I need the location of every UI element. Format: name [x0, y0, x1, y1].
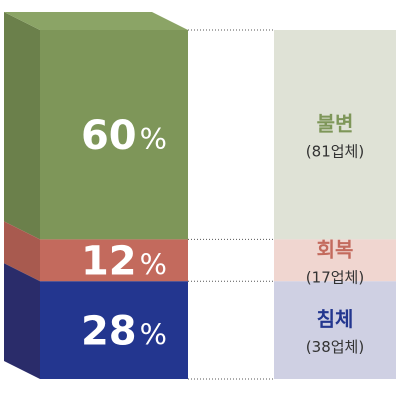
- segment-1-top-face: [4, 12, 188, 30]
- segment-1-side-face: [4, 12, 40, 240]
- segment-3-name-label: 침체: [317, 307, 354, 331]
- segment-3-side-face: [4, 263, 40, 379]
- legend-panels: [274, 30, 396, 379]
- segment-1-panel: [274, 30, 396, 240]
- connector-lines: [188, 29, 274, 380]
- segment-3-value-label: 28%: [81, 309, 167, 355]
- segment-1-bar: [40, 30, 188, 240]
- panel-labels: 불변 (81업체) 회복 (17업체) 침체 (38업체): [306, 112, 364, 356]
- segment-1-name-label: 불변: [317, 112, 354, 136]
- value-labels: 60 % 12 % 28%: [81, 113, 167, 354]
- segment-1-note-label: (81업체): [306, 143, 364, 161]
- segment-2-panel: [274, 239, 396, 282]
- segment-2-value-label: 12%: [81, 239, 167, 285]
- segment-2-side-face: [4, 221, 40, 282]
- segment-3-bar: [40, 281, 188, 379]
- stacked-column: [4, 12, 188, 379]
- segment-1-value-label: 60%: [81, 113, 167, 159]
- segment-2-note-label: (17업체): [306, 268, 364, 286]
- segment-2-bar: [40, 239, 188, 282]
- segment-3-note-label: (38업체): [306, 338, 364, 356]
- segment-2-name-label: 회복: [317, 237, 354, 261]
- segment-3-panel: [274, 281, 396, 379]
